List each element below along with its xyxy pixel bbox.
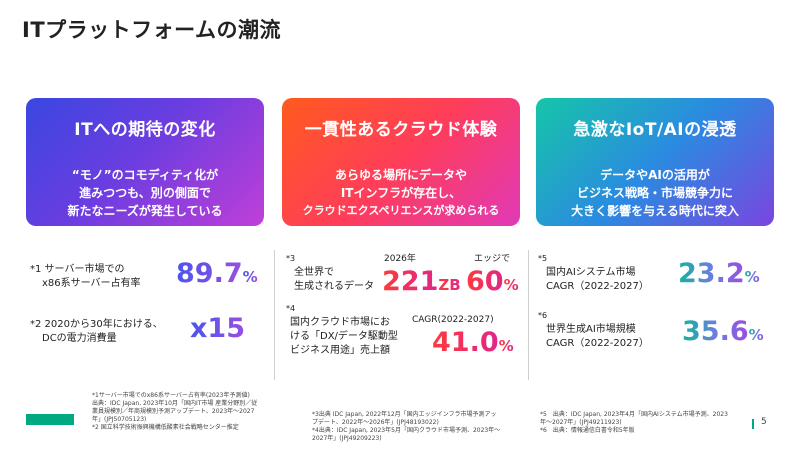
footnote-line: *5 出典：IDC Japan, 2023年4月「国内AIシステム市場予測、20…	[540, 411, 728, 418]
brand-logo-bar	[26, 414, 74, 425]
stat-head: CAGR(2022-2027)	[412, 315, 494, 325]
stat-unit: %	[503, 276, 519, 294]
footnotes-middle: *3出典 IDC Japan, 2022年12月「国内エッジインフラ市場予測アッ…	[312, 411, 500, 443]
card-body: “モノ”のコモディティ化が 進みつつも、別の側面で 新たなニーズが発生している	[26, 166, 264, 220]
footnote-line: 年～2027年」(JPJ49211923)	[540, 419, 622, 426]
stat-value: x15	[190, 313, 245, 344]
stat-value: 60	[466, 266, 504, 297]
card-line: ビジネス戦略・市場競争力に	[576, 186, 733, 200]
stat-x86-share: *1 サーバー市場での x86系サーバー占有率	[30, 263, 141, 291]
footnote-line: 出典：IDC Japan, 2023年10月「国内IT市場 産業分野別／従	[92, 400, 258, 407]
stat-label: 世界生成AI市場規模	[546, 324, 636, 335]
footnotes-left: *1サーバー市場でのx86系サーバー占有率(2023年予測値) 出典：IDC J…	[92, 392, 257, 432]
stat-value: 89.7	[176, 258, 243, 289]
card-line: 進みつつも、別の側面で	[79, 186, 211, 200]
stat-label: *2 2020から30年における、	[30, 319, 163, 330]
stat-dc-value: x15	[190, 313, 245, 344]
stat-mark: *3	[286, 254, 296, 263]
column-divider	[528, 250, 529, 380]
stat-unit: %	[498, 337, 514, 355]
card-line: ITインフラが存在し、	[340, 186, 462, 200]
footnote-line: *3出典 IDC Japan, 2022年12月「国内エッジインフラ市場予測アッ	[312, 411, 497, 418]
stat-domestic-cloud: *4 国内クラウド市場にお ける「DX/データ駆動型 ビジネス用途」売上額	[286, 302, 398, 358]
footnote-line: プデート、2022年～2026年」(JPJ48193022)	[312, 419, 439, 426]
stat-value: 23.2	[678, 258, 745, 289]
page-number-marker	[752, 419, 754, 429]
stat-label: CAGR（2022-2027）	[546, 281, 649, 292]
footnotes-right: *5 出典：IDC Japan, 2023年4月「国内AIシステム市場予測、20…	[540, 411, 728, 435]
stat-label: ける「DX/データ駆動型	[290, 331, 398, 342]
stat-domestic-ai: *5 国内AIシステム市場 CAGR（2022-2027）	[538, 252, 649, 294]
stat-label: *1 サーバー市場での	[30, 264, 125, 275]
footnote-line: *2 国立科学技術振興機構低酸素社会戦略センター推定	[92, 424, 239, 431]
footnote-line: *4出典：IDC Japan, 2023年5月「国内クラウド市場予測、2023年…	[312, 427, 501, 434]
card-line: “モノ”のコモディティ化が	[71, 168, 219, 182]
stat-label: CAGR（2022-2027）	[546, 338, 649, 349]
stat-domestic-cloud-value: CAGR(2022-2027) 41.0%	[412, 313, 514, 358]
card-body: データやAIの活用が ビジネス戦略・市場競争力に 大きく影響を与える時代に突入	[536, 166, 774, 220]
card-line: 新たなニーズが発生している	[67, 204, 223, 218]
card-line: あらゆる場所にデータや	[334, 168, 467, 182]
card-title: 一貫性あるクラウド体験	[304, 120, 498, 140]
footnote-line: *6 出典：情報通信白書令和5年版	[540, 427, 635, 434]
stat-label: DCの電力消費量	[42, 333, 117, 344]
card-cloud-experience: 一貫性あるクラウド体験 あらゆる場所にデータや ITインフラが存在し、 クラウド…	[282, 98, 520, 226]
stat-mark: *4	[286, 304, 296, 313]
stat-value: 221	[382, 266, 439, 297]
stat-global-data-value: 2026年 221ZB	[382, 252, 461, 297]
stat-mark: *6	[538, 311, 548, 320]
stat-label: 国内クラウド市場にお	[290, 317, 390, 328]
stat-unit: %	[242, 268, 258, 286]
stat-domestic-ai-value: 23.2%	[678, 258, 760, 289]
stat-value: 41.0	[432, 327, 499, 358]
card-iot-ai: 急激なIoT/AIの浸透 データやAIの活用が ビジネス戦略・市場競争力に 大き…	[536, 98, 774, 226]
card-line: 大きく影響を与える時代に突入	[571, 204, 739, 218]
stat-dc-power: *2 2020から30年における、 DCの電力消費量	[30, 318, 163, 346]
card-body: あらゆる場所にデータや ITインフラが存在し、 クラウドエクスペリエンスが求めら…	[282, 166, 520, 220]
footnote-line: *1サーバー市場でのx86系サーバー占有率(2023年予測値)	[92, 392, 250, 399]
stat-global-data: *3 全世界で 生成されるデータ	[286, 252, 374, 294]
stat-genai: *6 世界生成AI市場規模 CAGR（2022-2027）	[538, 309, 649, 351]
footnote-line: 業員規模別／年商規模別予測アップデート、2023年～2027	[92, 408, 255, 415]
stat-mark: *5	[538, 254, 548, 263]
stat-label: 全世界で	[294, 267, 334, 278]
page-number: 5	[761, 417, 767, 427]
card-title: ITへの期待の変化	[74, 120, 216, 140]
stat-label: 国内AIシステム市場	[546, 267, 636, 278]
stat-genai-value: 35.6%	[682, 316, 764, 347]
stat-head: エッジで	[474, 254, 511, 264]
card-expectation-change: ITへの期待の変化 “モノ”のコモディティ化が 進みつつも、別の側面で 新たなニ…	[26, 98, 264, 226]
stat-unit: %	[744, 268, 760, 286]
stat-x86-value: 89.7%	[176, 258, 258, 289]
card-title: 急激なIoT/AIの浸透	[573, 120, 737, 140]
stat-unit: %	[748, 326, 764, 344]
stat-value: 35.6	[682, 316, 749, 347]
stat-unit: ZB	[438, 276, 461, 294]
page-title: ITプラットフォームの潮流	[22, 18, 282, 42]
stat-edge-value: エッジで 60%	[466, 252, 519, 297]
footnote-line: 年」(JPJ50705123)	[92, 416, 147, 423]
stat-head: 2026年	[384, 254, 416, 264]
footnote-line: 2027年」(JPJ49209223)	[312, 435, 382, 442]
card-line: クラウドエクスペリエンスが求められる	[302, 204, 500, 217]
card-line: データやAIの活用が	[600, 168, 710, 182]
stat-label: ビジネス用途」売上額	[290, 345, 390, 356]
stat-label: 生成されるデータ	[294, 281, 374, 292]
stat-label: x86系サーバー占有率	[42, 278, 141, 289]
column-divider	[274, 250, 275, 380]
